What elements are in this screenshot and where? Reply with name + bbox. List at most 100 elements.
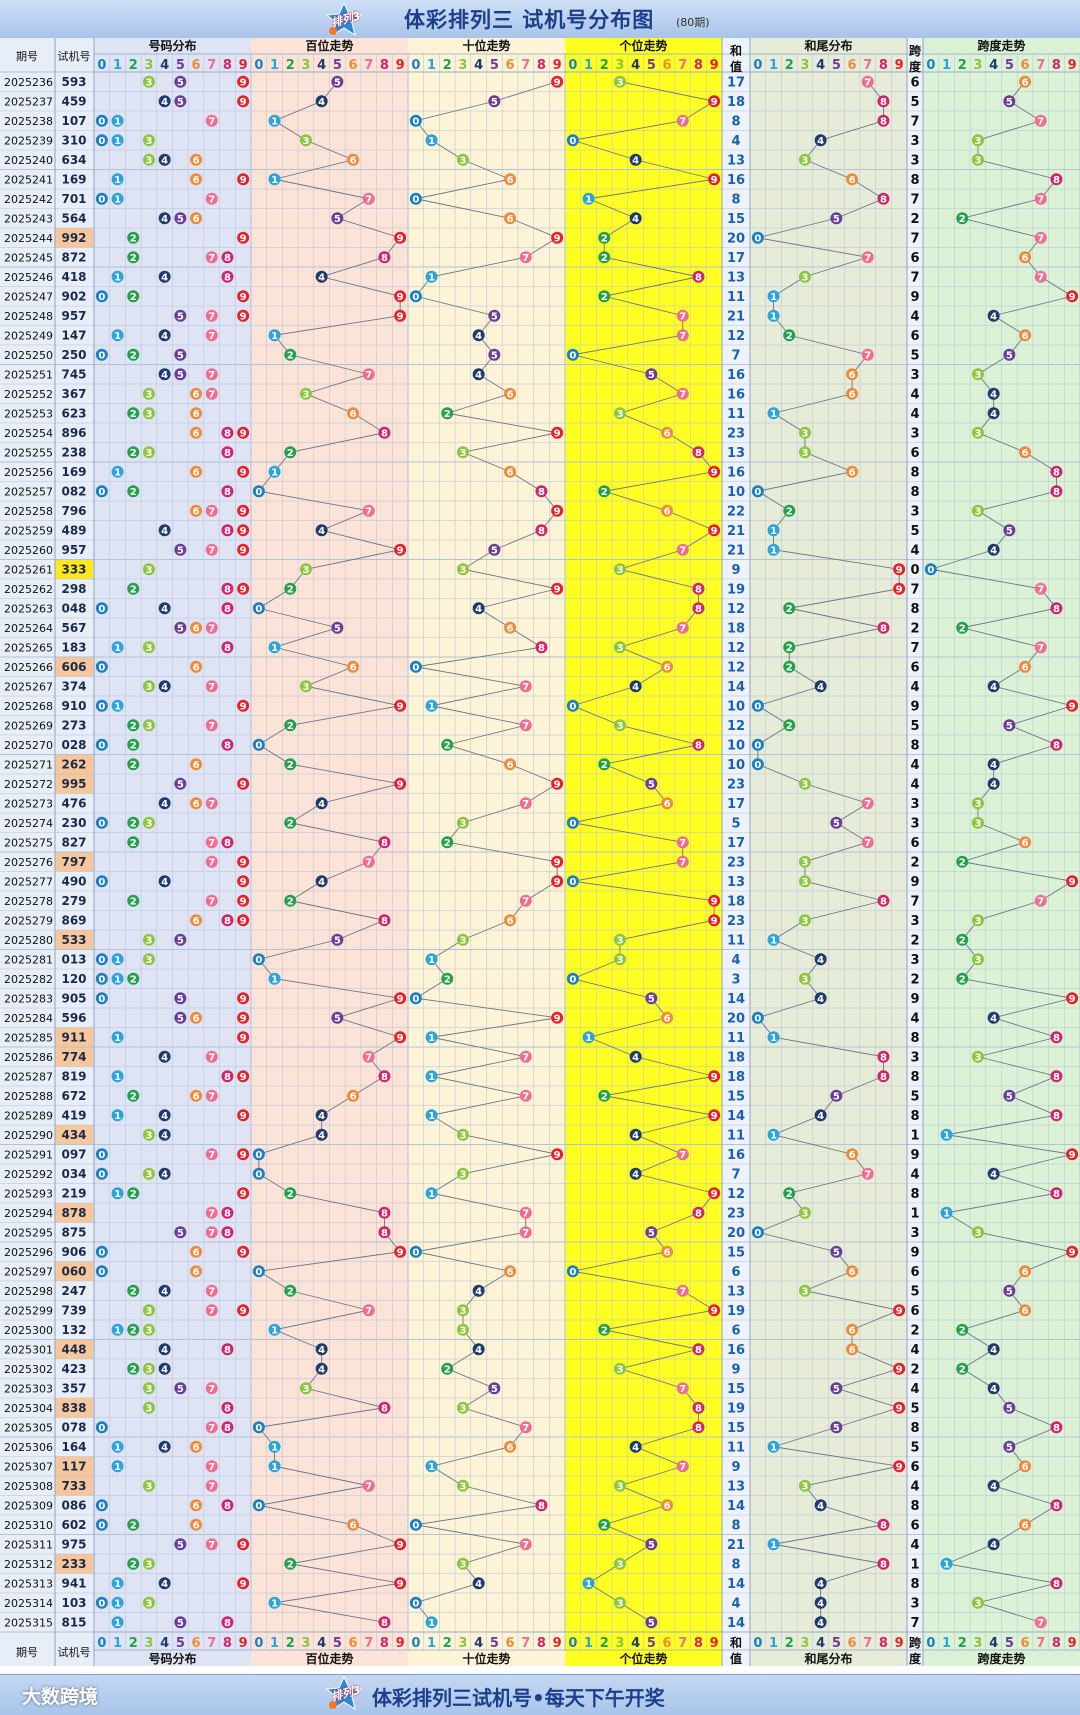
digit-header: 0 — [97, 58, 106, 73]
digit-header: 7 — [1036, 58, 1045, 73]
dist-ball-label: 6 — [193, 409, 200, 420]
trend-ball-label: 3 — [459, 1131, 466, 1142]
dist-ball-label: 9 — [240, 1579, 247, 1590]
period-cell: 2025288 — [4, 1090, 53, 1103]
trend-ball-ones — [566, 134, 579, 147]
trend-ball-tail — [798, 270, 811, 283]
trend-ball-label: 3 — [302, 565, 309, 576]
digit-header: 4 — [816, 1636, 825, 1651]
trend-ball-label: 3 — [801, 877, 808, 888]
trend-ball-label: 6 — [1022, 1462, 1029, 1473]
digit-header: 9 — [553, 1636, 562, 1651]
trend-ball-span — [940, 1206, 953, 1219]
trend-ball-tens — [519, 1089, 532, 1102]
trend-ball-hund — [394, 290, 407, 303]
trend-ball-ones — [661, 426, 674, 439]
trend-ball-tens — [472, 1577, 485, 1590]
dist-ball — [142, 75, 155, 88]
trial-number: 120 — [61, 972, 86, 986]
dist-ball — [221, 1226, 234, 1239]
digit-header: 0 — [753, 58, 762, 73]
trend-ball-label: 7 — [522, 1053, 529, 1064]
trend-ball-hund — [394, 1245, 407, 1258]
trend-ball-hund — [347, 153, 360, 166]
dist-ball-label: 9 — [240, 1189, 247, 1200]
sum-value: 18 — [727, 621, 745, 636]
dist-ball-label: 2 — [130, 1189, 137, 1200]
trend-ball-span — [956, 621, 969, 634]
trend-ball-span — [940, 1557, 953, 1570]
trend-ball-label: 8 — [1053, 1501, 1060, 1512]
period-cell: 2025311 — [4, 1538, 53, 1551]
dist-ball-label: 3 — [145, 565, 152, 576]
trend-ball-label: 3 — [459, 819, 466, 830]
trend-ball-span — [1066, 699, 1079, 712]
trend-ball-label: 9 — [711, 468, 718, 479]
trend-ball-hund — [394, 231, 407, 244]
trend-ball-label: 0 — [754, 702, 761, 713]
trend-ball-ones — [598, 290, 611, 303]
trial-number: 310 — [61, 133, 86, 147]
trend-ball-label: 4 — [475, 1345, 482, 1356]
dist-ball — [237, 95, 250, 108]
trend-ball-label: 7 — [1037, 195, 1044, 206]
trend-ball-label: 2 — [786, 331, 793, 342]
dist-ball-label: 5 — [177, 994, 184, 1005]
trial-highlight — [55, 1476, 93, 1496]
dist-ball-label: 0 — [98, 1150, 105, 1161]
trend-ball-label: 6 — [849, 1150, 856, 1161]
period-cell: 2025292 — [4, 1168, 53, 1181]
sum-value: 23 — [727, 777, 745, 792]
span-value: 7 — [910, 231, 919, 246]
trend-ball-label: 2 — [287, 1189, 294, 1200]
trend-ball-tail — [830, 1245, 843, 1258]
trend-ball-label: 6 — [664, 1248, 671, 1259]
trend-ball-ones — [566, 972, 579, 985]
trend-ball-span — [971, 953, 984, 966]
dist-ball-label: 4 — [161, 370, 168, 381]
span-value: 3 — [910, 153, 919, 168]
dist-ball — [142, 1596, 155, 1609]
trend-ball-tail — [877, 1050, 890, 1063]
dist-ball — [111, 173, 124, 186]
trend-ball-label: 8 — [1053, 1423, 1060, 1434]
trend-ball-ones — [708, 1109, 721, 1122]
digit-header: 6 — [1021, 58, 1030, 73]
trend-ball-hund — [284, 758, 297, 771]
trend-ball-label: 2 — [287, 721, 294, 732]
digit-header: 4 — [317, 1636, 326, 1651]
period-cell: 2025285 — [4, 1031, 53, 1044]
trend-ball-tail — [767, 1128, 780, 1141]
span-value: 4 — [910, 777, 919, 792]
trend-ball-tens — [456, 816, 469, 829]
trend-ball-label: 5 — [334, 1014, 341, 1025]
sum-value: 8 — [731, 114, 740, 129]
span-value: 9 — [910, 992, 919, 1007]
trial-number: 132 — [61, 1323, 86, 1337]
sum-value: 13 — [727, 446, 745, 461]
trend-ball-hund — [268, 329, 281, 342]
span-value: 7 — [910, 582, 919, 597]
trial-number: 367 — [61, 387, 86, 401]
trend-ball-label: 4 — [475, 370, 482, 381]
period-cell: 2025297 — [4, 1265, 53, 1278]
period-cell: 2025280 — [4, 934, 53, 947]
dist-ball — [174, 621, 187, 634]
trend-ball-ones — [708, 524, 721, 537]
sum-value: 9 — [731, 563, 740, 578]
trend-ball-label: 3 — [801, 780, 808, 791]
dist-ball-label: 4 — [161, 156, 168, 167]
span-value: 3 — [910, 1596, 919, 1611]
dist-ball — [221, 641, 234, 654]
trend-ball-tail — [798, 875, 811, 888]
trend-ball-ones — [661, 660, 674, 673]
trend-ball-label: 6 — [1022, 448, 1029, 459]
span-value: 4 — [910, 1538, 919, 1553]
digit-header: 3 — [973, 1636, 982, 1651]
dist-ball — [95, 485, 108, 498]
dist-ball-label: 8 — [224, 741, 231, 752]
trend-ball-ones — [613, 1596, 626, 1609]
pailie3-logo: 排列3 — [325, 1, 363, 37]
span-value: 9 — [910, 1245, 919, 1260]
dist-ball — [95, 699, 108, 712]
